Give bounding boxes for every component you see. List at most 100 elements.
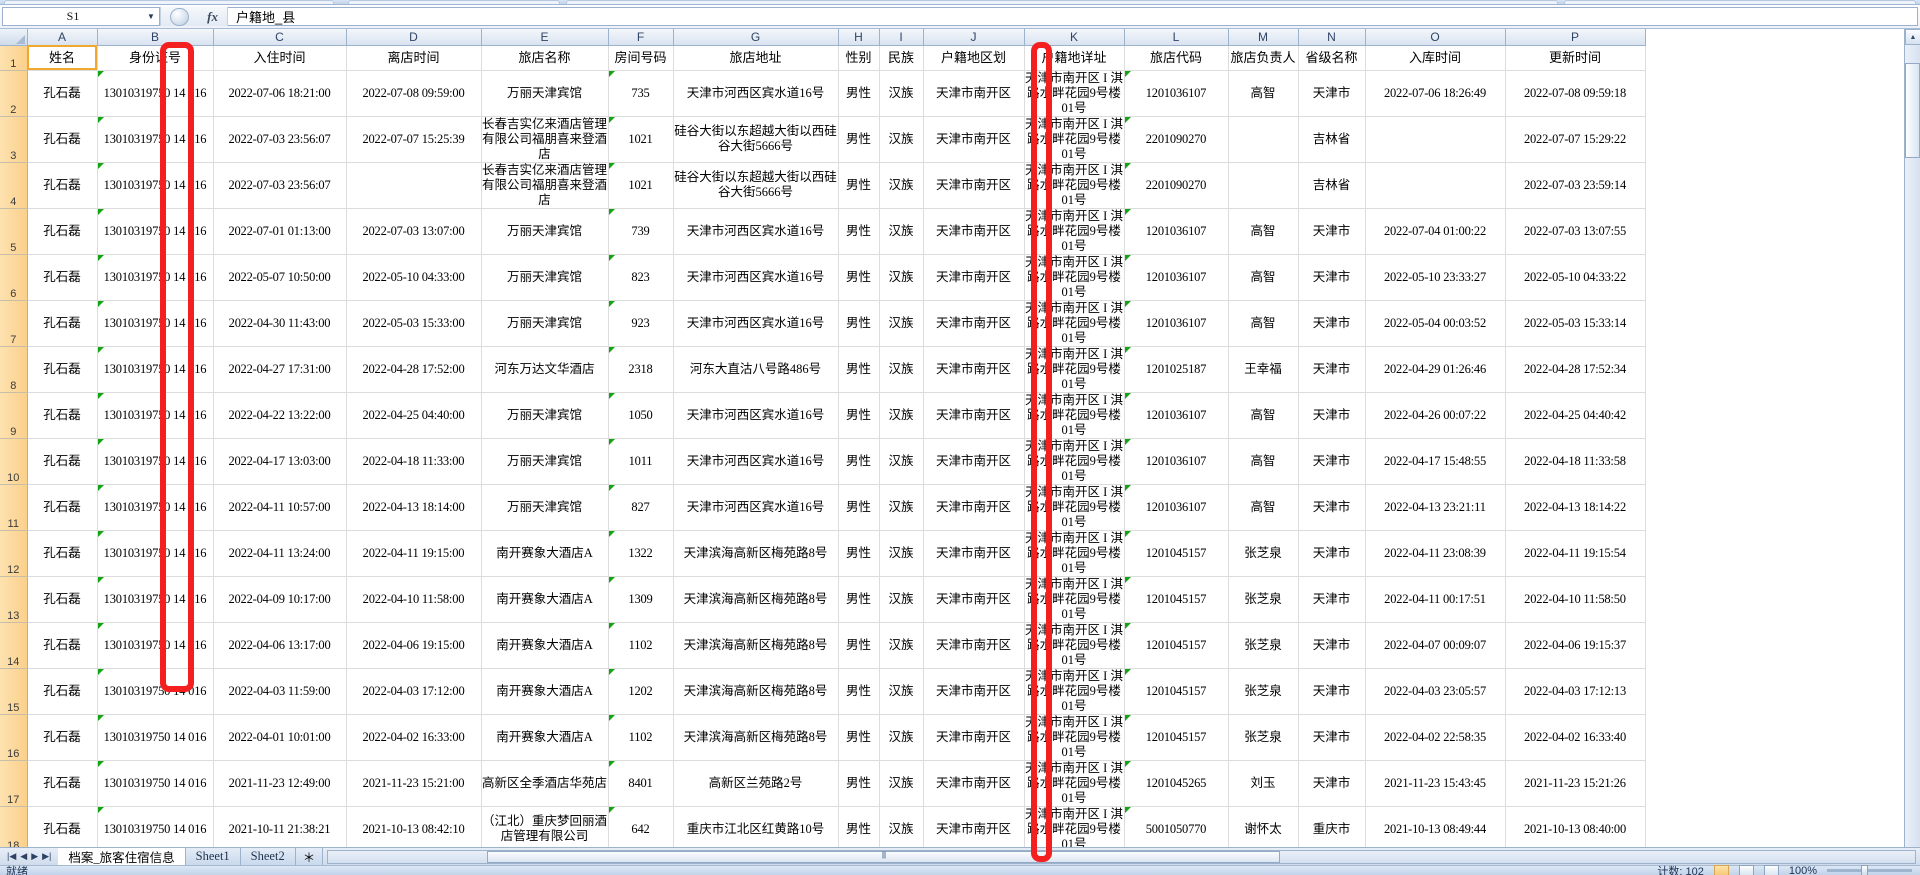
column-title-I[interactable]: 民族 — [879, 45, 924, 71]
cell-I10[interactable]: 汉族 — [879, 438, 924, 485]
cell-B8[interactable]: 13010319750 14 016 — [97, 346, 214, 393]
table-row[interactable]: 15 孔石磊 13010319750 14 016 2022-04-03 11:59:… — [0, 668, 1646, 715]
cell-H17[interactable]: 男性 — [838, 760, 880, 807]
cell-G8[interactable]: 河东大直沽八号路486号 — [673, 346, 839, 393]
cell-G18[interactable]: 重庆市江北区红黄路10号 — [673, 806, 839, 849]
cell-E3[interactable]: 长春吉实亿来酒店管理有限公司福朋喜来登酒店 — [481, 116, 609, 163]
cell-M4[interactable] — [1228, 162, 1299, 209]
column-title-E[interactable]: 旅店名称 — [481, 45, 609, 71]
cell-B10[interactable]: 13010319750 14 016 — [97, 438, 214, 485]
cell-H7[interactable]: 男性 — [838, 300, 880, 347]
name-box-dropdown-icon[interactable]: ▼ — [147, 12, 155, 21]
ribbon-tab-a[interactable] — [4, 0, 334, 4]
row-header-18[interactable]: 18 — [0, 806, 28, 849]
cell-G11[interactable]: 天津市河西区宾水道16号 — [673, 484, 839, 531]
cell-K4[interactable]: 天津市南开区 I 淇路水畔花园9号楼 01号 — [1024, 162, 1125, 209]
cell-N8[interactable]: 天津市 — [1298, 346, 1366, 393]
cell-H5[interactable]: 男性 — [838, 208, 880, 255]
cell-F15[interactable]: 1202 — [608, 668, 674, 715]
cell-G10[interactable]: 天津市河西区宾水道16号 — [673, 438, 839, 485]
cell-M11[interactable]: 高智 — [1228, 484, 1299, 531]
col-header-D[interactable]: D — [346, 29, 482, 46]
cell-O8[interactable]: 2022-04-29 01:26:46 — [1365, 346, 1506, 393]
cell-P18[interactable]: 2021-10-13 08:40:00 — [1505, 806, 1646, 849]
cell-D12[interactable]: 2022-04-11 19:15:00 — [346, 530, 482, 577]
cell-J16[interactable]: 天津市南开区 — [923, 714, 1025, 761]
row-header-11[interactable]: 11 — [0, 484, 28, 531]
cell-D6[interactable]: 2022-05-10 04:33:00 — [346, 254, 482, 301]
column-title-H[interactable]: 性别 — [838, 45, 880, 71]
cell-A17[interactable]: 孔石磊 — [27, 760, 98, 807]
cell-E2[interactable]: 万丽天津宾馆 — [481, 70, 609, 117]
cell-F13[interactable]: 1309 — [608, 576, 674, 623]
row-header-13[interactable]: 13 — [0, 576, 28, 623]
cell-D2[interactable]: 2022-07-08 09:59:00 — [346, 70, 482, 117]
select-all-corner[interactable] — [0, 29, 28, 46]
cell-L4[interactable]: 2201090270 — [1124, 162, 1229, 209]
row-header-7[interactable]: 7 — [0, 300, 28, 347]
cell-J13[interactable]: 天津市南开区 — [923, 576, 1025, 623]
cell-N15[interactable]: 天津市 — [1298, 668, 1366, 715]
table-row[interactable]: 8 孔石磊 13010319750 14 016 2022-04-27 17:31:0… — [0, 346, 1646, 393]
cell-K3[interactable]: 天津市南开区 I 淇路水畔花园9号楼 01号 — [1024, 116, 1125, 163]
col-header-E[interactable]: E — [481, 29, 609, 46]
cell-B15[interactable]: 13010319750 14 016 — [97, 668, 214, 715]
cell-G5[interactable]: 天津市河西区宾水道16号 — [673, 208, 839, 255]
cell-B3[interactable]: 13010319750 14 016 — [97, 116, 214, 163]
cell-B14[interactable]: 13010319750 14 016 — [97, 622, 214, 669]
cell-K11[interactable]: 天津市南开区 I 淇路水畔花园9号楼 01号 — [1024, 484, 1125, 531]
cell-K5[interactable]: 天津市南开区 I 淇路水畔花园9号楼 01号 — [1024, 208, 1125, 255]
table-row[interactable]: 6 孔石磊 13010319750 14 016 2022-05-07 10:50:0… — [0, 254, 1646, 301]
cell-K9[interactable]: 天津市南开区 I 淇路水畔花园9号楼 01号 — [1024, 392, 1125, 439]
cell-E4[interactable]: 长春吉实亿来酒店管理有限公司福朋喜来登酒店 — [481, 162, 609, 209]
cell-K10[interactable]: 天津市南开区 I 淇路水畔花园9号楼 01号 — [1024, 438, 1125, 485]
cell-B7[interactable]: 13010319750 14 016 — [97, 300, 214, 347]
cell-F12[interactable]: 1322 — [608, 530, 674, 577]
last-sheet-icon[interactable]: ▶| — [42, 851, 52, 861]
cell-D18[interactable]: 2021-10-13 08:42:10 — [346, 806, 482, 849]
cell-L2[interactable]: 1201036107 — [1124, 70, 1229, 117]
cell-J5[interactable]: 天津市南开区 — [923, 208, 1025, 255]
cell-H2[interactable]: 男性 — [838, 70, 880, 117]
row-header-16[interactable]: 16 — [0, 714, 28, 761]
cell-J2[interactable]: 天津市南开区 — [923, 70, 1025, 117]
cell-L13[interactable]: 1201045157 — [1124, 576, 1229, 623]
cell-L10[interactable]: 1201036107 — [1124, 438, 1229, 485]
cell-I13[interactable]: 汉族 — [879, 576, 924, 623]
cell-M17[interactable]: 刘玉 — [1228, 760, 1299, 807]
col-header-K[interactable]: K — [1024, 29, 1125, 46]
cell-M5[interactable]: 高智 — [1228, 208, 1299, 255]
cell-H8[interactable]: 男性 — [838, 346, 880, 393]
cell-M6[interactable]: 高智 — [1228, 254, 1299, 301]
cell-P11[interactable]: 2022-04-13 18:14:22 — [1505, 484, 1646, 531]
cell-M18[interactable]: 谢怀太 — [1228, 806, 1299, 849]
cell-L6[interactable]: 1201036107 — [1124, 254, 1229, 301]
cell-M8[interactable]: 王幸福 — [1228, 346, 1299, 393]
cell-L8[interactable]: 1201025187 — [1124, 346, 1229, 393]
cell-H6[interactable]: 男性 — [838, 254, 880, 301]
cell-I14[interactable]: 汉族 — [879, 622, 924, 669]
cell-A6[interactable]: 孔石磊 — [27, 254, 98, 301]
col-header-N[interactable]: N — [1298, 29, 1366, 46]
cell-F18[interactable]: 642 — [608, 806, 674, 849]
cell-D17[interactable]: 2021-11-23 15:21:00 — [346, 760, 482, 807]
cell-O9[interactable]: 2022-04-26 00:07:22 — [1365, 392, 1506, 439]
vertical-scrollbar[interactable]: ▲ — [1904, 29, 1920, 847]
cell-O13[interactable]: 2022-04-11 00:17:51 — [1365, 576, 1506, 623]
column-title-F[interactable]: 房间号码 — [608, 45, 674, 71]
column-title-A[interactable]: 姓名 — [27, 45, 98, 71]
cell-H4[interactable]: 男性 — [838, 162, 880, 209]
cell-A8[interactable]: 孔石磊 — [27, 346, 98, 393]
col-header-C[interactable]: C — [213, 29, 347, 46]
cell-O2[interactable]: 2022-07-06 18:26:49 — [1365, 70, 1506, 117]
cell-C17[interactable]: 2021-11-23 12:49:00 — [213, 760, 347, 807]
formula-input[interactable]: 户籍地_县 — [228, 7, 1918, 26]
row-header-15[interactable]: 15 — [0, 668, 28, 715]
cell-J10[interactable]: 天津市南开区 — [923, 438, 1025, 485]
cell-C2[interactable]: 2022-07-06 18:21:00 — [213, 70, 347, 117]
page-break-view-icon[interactable] — [1763, 865, 1779, 875]
column-title-M[interactable]: 旅店负责人 — [1228, 45, 1299, 71]
cell-L9[interactable]: 1201036107 — [1124, 392, 1229, 439]
cell-A5[interactable]: 孔石磊 — [27, 208, 98, 255]
insert-function-icon[interactable]: fx — [207, 8, 218, 24]
